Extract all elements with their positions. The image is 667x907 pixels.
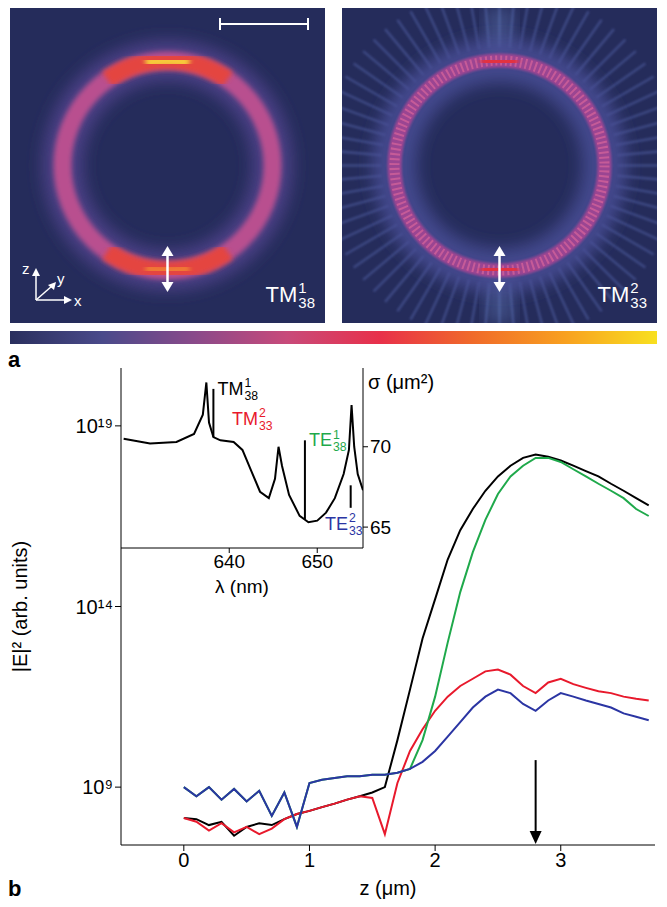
svg-text:33: 33: [349, 524, 363, 538]
svg-text:2: 2: [349, 511, 356, 526]
svg-text:38: 38: [244, 389, 258, 403]
html-text:a: a: [8, 347, 21, 372]
svg-text:TM: TM: [598, 282, 630, 307]
svg-text:1: 1: [332, 427, 340, 442]
svg-text:65: 65: [370, 517, 391, 538]
svg-text:38: 38: [333, 440, 347, 454]
svg-text:λ (nm): λ (nm): [215, 576, 269, 597]
svg-text:640: 640: [213, 551, 245, 572]
svg-text:33: 33: [630, 294, 647, 311]
svg-text:2: 2: [258, 406, 266, 421]
svg-text:TE: TE: [325, 514, 348, 534]
svg-text:|E|² (arb. units): |E|² (arb. units): [9, 541, 31, 673]
svg-text:TM: TM: [232, 409, 258, 429]
svg-text:10¹⁴: 10¹⁴: [76, 596, 114, 618]
svg-text:TM: TM: [266, 282, 298, 307]
svg-text:z (μm): z (μm): [359, 877, 416, 899]
svg-text:2: 2: [630, 278, 639, 296]
svg-text:33: 33: [259, 419, 273, 433]
svg-text:10⁹: 10⁹: [82, 776, 113, 798]
svg-text:0: 0: [178, 849, 189, 871]
svg-text:1: 1: [244, 376, 252, 391]
html-text:b: b: [8, 876, 22, 901]
svg-text:2: 2: [430, 849, 441, 871]
svg-text:3: 3: [555, 849, 566, 871]
svg-text:TE: TE: [309, 430, 332, 450]
svg-text:1: 1: [304, 849, 315, 871]
svg-text:10¹⁹: 10¹⁹: [76, 415, 113, 437]
svg-text:1: 1: [298, 278, 307, 296]
svg-text:x: x: [74, 292, 82, 309]
svg-text:y: y: [57, 270, 65, 287]
svg-text:70: 70: [370, 436, 391, 457]
svg-text:TM: TM: [217, 379, 243, 399]
svg-text:650: 650: [301, 551, 333, 572]
html-text:σ (μm²): σ (μm²): [368, 371, 435, 393]
svg-text:z: z: [22, 260, 30, 277]
svg-text:38: 38: [298, 294, 315, 311]
